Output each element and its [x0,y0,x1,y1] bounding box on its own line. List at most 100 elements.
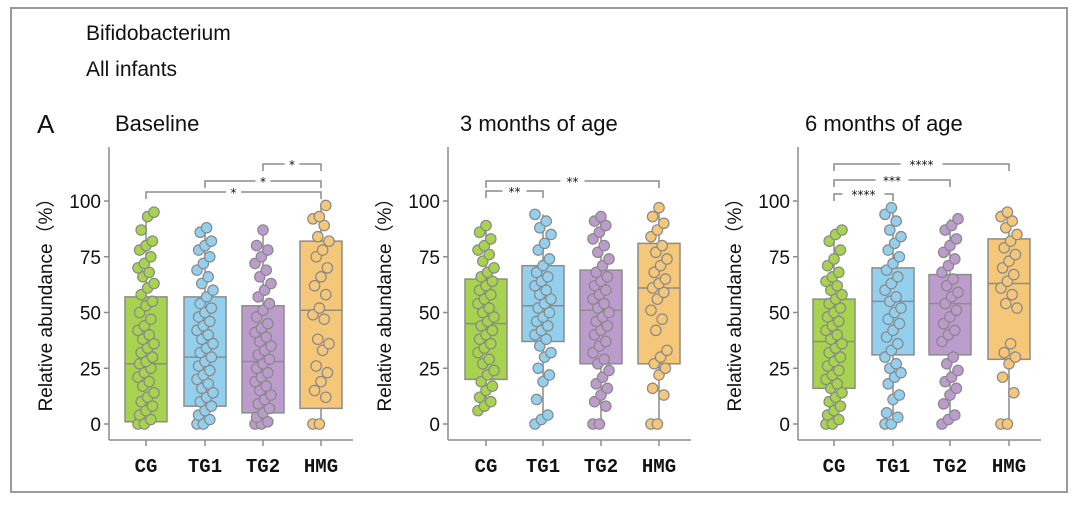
data-point [656,313,668,325]
data-point [545,346,557,359]
data-point [593,418,606,430]
data-point [895,366,907,379]
data-point [315,375,327,388]
significance-label: * [289,158,295,172]
data-point [323,337,335,350]
y-tick-label: 0 [429,415,440,436]
data-point [486,275,499,288]
significance-label: ** [567,175,579,189]
data-point [649,324,662,337]
data-point [891,337,904,350]
y-tick-label: 100 [408,192,440,213]
data-point [937,398,950,410]
data-point [832,315,845,328]
data-point [318,313,330,325]
data-point [143,266,155,279]
data-point [890,291,902,303]
data-point [545,228,557,241]
data-point [205,235,218,247]
x-tick-label: HMG [992,456,1026,478]
data-point [952,213,964,225]
data-point [883,224,896,236]
data-point [205,302,218,314]
data-point [836,386,848,399]
data-point [880,407,893,419]
significance-label-bg [255,176,271,186]
significance-label-bg [284,159,300,169]
y-tick-label: 100 [69,192,101,213]
data-point [657,217,670,230]
significance-label: * [231,186,237,200]
data-point [483,302,495,314]
data-point [263,353,276,366]
data-point [488,262,500,274]
data-point [486,324,499,337]
data-point [319,199,332,212]
data-point [599,219,612,232]
data-point [261,415,274,428]
data-point [265,340,277,352]
data-point [543,306,556,319]
y-tick-label: 75 [419,248,440,269]
data-point [999,297,1012,310]
data-point [540,215,552,227]
data-point [890,357,902,370]
data-point [488,311,500,323]
data-point [834,244,847,256]
panel-title-6-months: 6 months of age [805,111,963,136]
data-point [265,389,277,401]
data-point [319,288,332,301]
data-point [143,375,155,388]
data-point [598,297,610,310]
data-point [308,384,321,397]
data-point [146,295,159,308]
data-point [893,389,906,401]
x-tick-label: TG1 [526,456,560,478]
data-point [599,335,612,348]
data-point [1007,268,1020,281]
data-point [207,386,219,399]
significance-label-bg [502,186,527,196]
data-point [832,364,845,377]
x-tick-label: TG1 [876,456,910,478]
data-point [948,324,961,337]
data-point [541,320,554,332]
data-point [261,366,274,379]
y-tick-label: 50 [80,304,101,325]
figure-subtitle: All infants [86,58,178,81]
data-point [891,411,904,424]
data-point [529,208,541,221]
significance-label-bg [900,159,943,169]
data-point [257,224,269,236]
data-point [323,235,335,247]
data-point [135,224,147,236]
data-point [831,328,843,341]
data-point [950,304,963,317]
data-point [313,418,326,430]
significance-label: **** [910,158,934,172]
data-point [250,239,263,252]
data-point [948,409,961,421]
x-tick-label: CG [475,456,498,478]
data-point [260,331,272,343]
data-point [204,364,216,377]
data-point [484,233,497,245]
data-point [832,413,845,426]
data-point [599,400,612,412]
data-point [657,389,670,401]
data-point [260,380,272,392]
data-point [146,400,159,412]
data-point [657,286,670,299]
data-point [148,386,160,399]
data-point [891,271,904,283]
data-point [646,382,659,395]
data-point [321,262,334,274]
data-point [145,250,157,263]
data-point [950,382,963,395]
data-point [595,210,607,223]
y-axis-label: Relative abundance（%） [724,189,746,412]
y-axis-label: Relative abundance（%） [374,189,396,412]
data-point [836,224,848,236]
y-tick-label: 0 [779,415,790,436]
